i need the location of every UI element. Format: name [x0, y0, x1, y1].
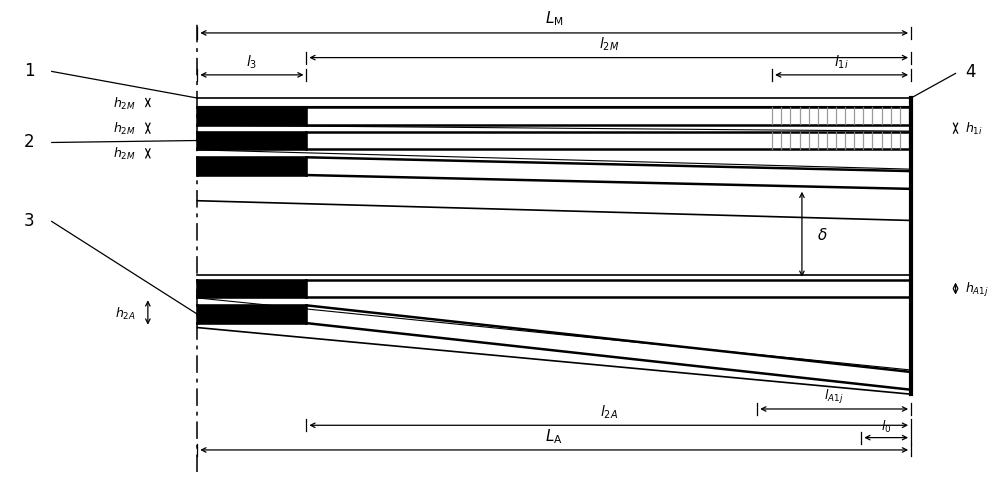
Text: $h_{A1j}$: $h_{A1j}$ [965, 280, 989, 298]
Polygon shape [197, 132, 306, 150]
Text: $l_{2A}$: $l_{2A}$ [600, 403, 618, 420]
Text: $l_0$: $l_0$ [881, 418, 891, 434]
Text: $h_{2A}$: $h_{2A}$ [115, 305, 136, 321]
Text: $L_{\mathrm{A}}$: $L_{\mathrm{A}}$ [545, 426, 563, 445]
Polygon shape [197, 306, 306, 324]
Text: $h_{2M}$: $h_{2M}$ [113, 121, 136, 137]
Text: 2: 2 [24, 133, 34, 151]
Text: $h_{1i}$: $h_{1i}$ [965, 121, 983, 137]
Polygon shape [197, 280, 306, 298]
Text: $h_{2M}$: $h_{2M}$ [113, 146, 136, 162]
Text: $L_{\mathrm{M}}$: $L_{\mathrm{M}}$ [545, 10, 563, 28]
Text: $h_{2M}$: $h_{2M}$ [113, 95, 136, 111]
Polygon shape [197, 158, 306, 176]
Text: 3: 3 [24, 212, 34, 230]
Text: 4: 4 [965, 63, 976, 81]
Text: $l_{1i}$: $l_{1i}$ [834, 54, 849, 71]
Text: $l_{2M}$: $l_{2M}$ [599, 36, 619, 53]
Text: 1: 1 [24, 62, 34, 80]
Text: $l_3$: $l_3$ [246, 54, 258, 71]
Polygon shape [197, 108, 306, 125]
Text: $\delta$: $\delta$ [817, 227, 827, 243]
Text: $l_{A1j}$: $l_{A1j}$ [824, 387, 844, 405]
